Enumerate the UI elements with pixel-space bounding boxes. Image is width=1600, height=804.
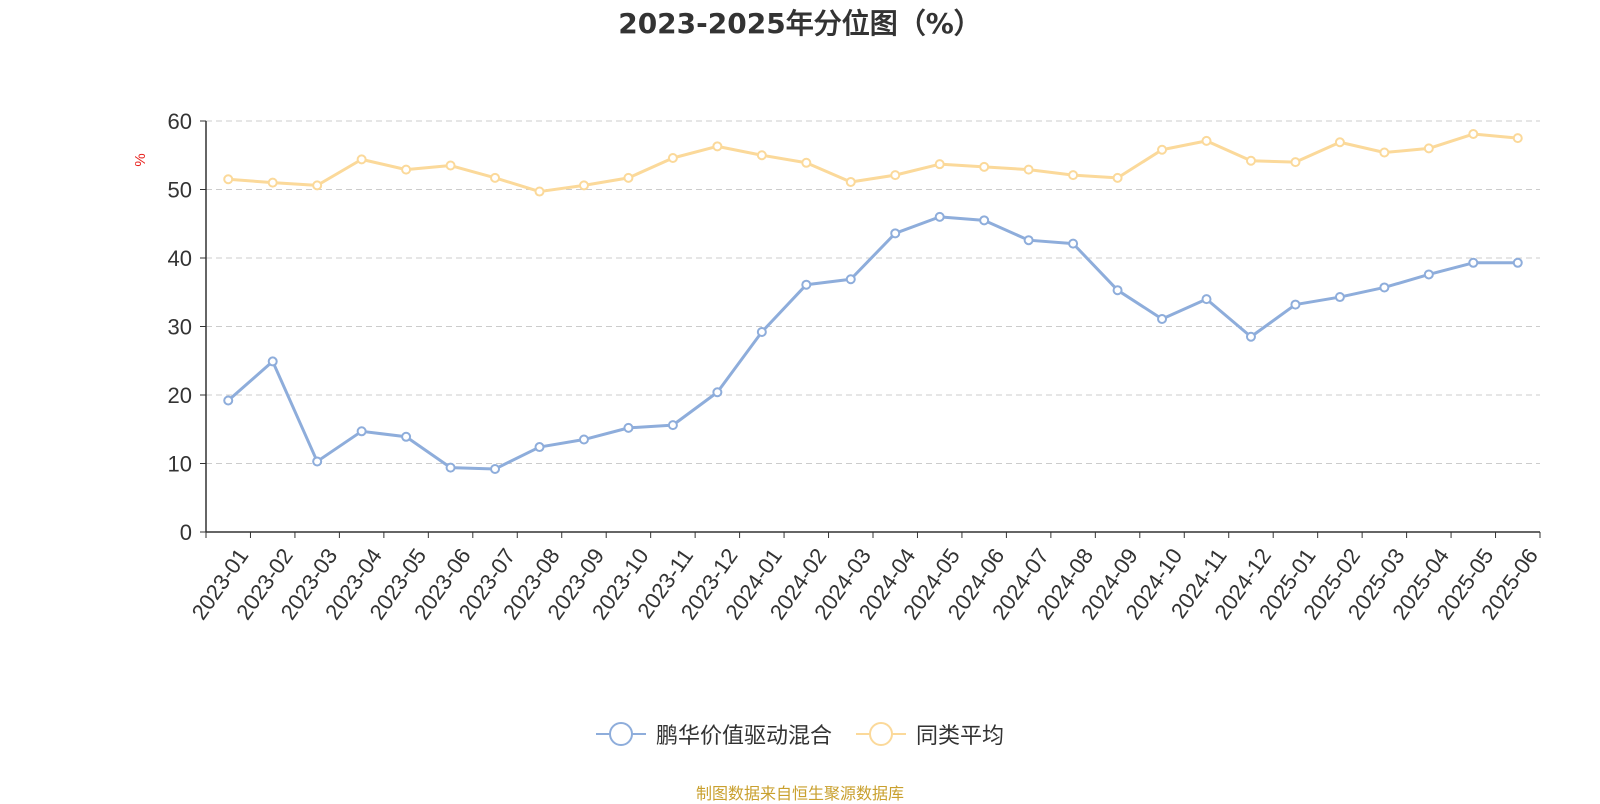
data-point: [490, 463, 501, 474]
data-point: [1468, 129, 1479, 140]
data-point: [1112, 285, 1123, 296]
data-point: [1290, 299, 1301, 310]
data-point: [1334, 292, 1345, 303]
y-tick-label: 30: [168, 315, 192, 340]
data-point: [667, 420, 678, 431]
data-point: [623, 172, 634, 183]
data-point: [801, 279, 812, 290]
data-point: [445, 160, 456, 171]
data-point: [490, 172, 501, 183]
data-point: [623, 422, 634, 433]
data-point: [445, 462, 456, 473]
y-tick-label: 20: [168, 383, 192, 408]
data-point: [845, 176, 856, 187]
data-point: [1023, 164, 1034, 175]
data-point: [401, 164, 412, 175]
legend-marker-peer-average-icon: [856, 722, 906, 746]
y-tick-label: 0: [180, 520, 192, 545]
legend-label-fund: 鹏华价值驱动混合: [655, 724, 832, 749]
legend-item-fund[interactable]: 鹏华价值驱动混合: [595, 718, 832, 750]
data-point: [890, 170, 901, 181]
data-point: [534, 442, 545, 453]
data-point: [1379, 147, 1390, 158]
chart-title: 2023-2025年分位图（%）: [618, 7, 982, 40]
data-point: [312, 180, 323, 191]
data-point: [1112, 172, 1123, 183]
y-tick-label: 60: [168, 109, 192, 134]
data-point: [1334, 137, 1345, 148]
legend-item-peer-average[interactable]: 同类平均: [856, 718, 1004, 750]
series-line-1: [228, 132, 1518, 194]
data-point: [223, 174, 234, 185]
data-point: [1023, 235, 1034, 246]
data-point: [1468, 257, 1479, 268]
y-tick-label: 50: [168, 178, 192, 203]
y-tick-label: 40: [168, 246, 192, 271]
data-point: [712, 141, 723, 152]
series-line-0: [227, 215, 1518, 471]
data-point: [578, 180, 589, 191]
data-point: [534, 186, 545, 197]
data-point: [356, 154, 367, 165]
source-note: 制图数据来自恒生聚源数据库: [695, 784, 904, 803]
axes: 01020304050602023-012023-022023-032023-0…: [168, 109, 1543, 624]
data-point: [1245, 331, 1256, 342]
legend-marker-fund-icon: [595, 722, 646, 746]
data-point: [267, 356, 278, 367]
data-point: [756, 150, 767, 161]
legend-label-peer-average: 同类平均: [916, 724, 1005, 749]
data-point: [979, 161, 990, 172]
data-point: [223, 395, 234, 406]
data-point: [1157, 313, 1168, 324]
data-point: [1379, 282, 1390, 293]
data-point: [401, 431, 412, 442]
data-point: [578, 434, 589, 445]
legend: 鹏华价值驱动混合 同类平均: [0, 718, 1600, 750]
data-point: [1245, 155, 1256, 166]
data-point: [934, 211, 945, 222]
data-point: [1157, 144, 1168, 155]
y-tick-label: 10: [168, 452, 192, 477]
data-point: [801, 157, 812, 168]
data-point: [1423, 269, 1434, 280]
data-point: [845, 274, 856, 285]
data-point: [712, 387, 723, 398]
grid-lines: [206, 120, 1540, 464]
data-point: [312, 456, 323, 467]
data-point: [979, 215, 990, 226]
data-point: [1423, 143, 1434, 154]
data-point: [667, 152, 678, 163]
data-point: [756, 326, 767, 337]
data-point: [934, 159, 945, 170]
data-point: [356, 426, 367, 437]
data-point: [1201, 294, 1212, 305]
series: [223, 129, 1523, 474]
data-point: [890, 228, 901, 239]
data-point: [1201, 135, 1212, 146]
data-point: [267, 177, 278, 188]
data-point: [1068, 238, 1079, 249]
y-axis-unit-label: %: [132, 153, 149, 166]
data-point: [1290, 157, 1301, 168]
data-point: [1512, 257, 1523, 268]
data-point: [1068, 170, 1079, 181]
data-point: [1512, 133, 1523, 144]
